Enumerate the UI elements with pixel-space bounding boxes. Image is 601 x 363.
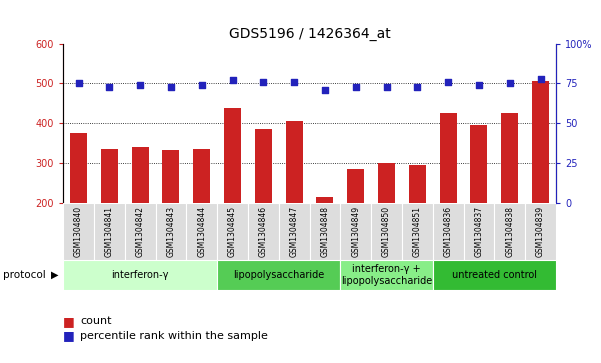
Point bbox=[474, 82, 484, 88]
Text: interferon-γ: interferon-γ bbox=[111, 270, 169, 280]
Bar bbox=[63, 260, 217, 290]
Bar bbox=[194, 150, 210, 203]
Bar bbox=[340, 203, 371, 260]
Bar bbox=[347, 168, 364, 203]
Text: GSM1304851: GSM1304851 bbox=[413, 206, 422, 257]
Text: GSM1304838: GSM1304838 bbox=[505, 206, 514, 257]
Point bbox=[135, 82, 145, 88]
Point bbox=[166, 84, 175, 90]
Text: percentile rank within the sample: percentile rank within the sample bbox=[80, 331, 268, 341]
Point bbox=[228, 77, 237, 83]
Point bbox=[412, 84, 422, 90]
Text: ■: ■ bbox=[63, 315, 75, 328]
Text: GSM1304839: GSM1304839 bbox=[536, 206, 545, 257]
Bar bbox=[70, 133, 87, 203]
Text: lipopolysaccharide: lipopolysaccharide bbox=[233, 270, 325, 280]
Text: untreated control: untreated control bbox=[452, 270, 537, 280]
Text: GSM1304848: GSM1304848 bbox=[320, 206, 329, 257]
Text: GSM1304837: GSM1304837 bbox=[474, 206, 483, 257]
Bar bbox=[94, 203, 125, 260]
Bar bbox=[101, 148, 118, 203]
Bar bbox=[132, 147, 148, 203]
Point bbox=[74, 81, 84, 86]
Point bbox=[351, 84, 361, 90]
Text: GSM1304836: GSM1304836 bbox=[444, 206, 453, 257]
Bar bbox=[310, 203, 340, 260]
Bar bbox=[217, 260, 340, 290]
Point bbox=[535, 76, 545, 82]
Bar bbox=[317, 197, 334, 203]
Text: GSM1304844: GSM1304844 bbox=[197, 206, 206, 257]
Bar bbox=[463, 203, 495, 260]
Bar bbox=[285, 121, 302, 203]
Bar bbox=[125, 203, 156, 260]
Bar bbox=[440, 113, 457, 203]
Bar bbox=[402, 203, 433, 260]
Text: GSM1304849: GSM1304849 bbox=[351, 206, 360, 257]
Bar bbox=[378, 163, 395, 203]
Text: GSM1304846: GSM1304846 bbox=[259, 206, 268, 257]
Point bbox=[505, 81, 514, 86]
Text: GSM1304845: GSM1304845 bbox=[228, 206, 237, 257]
Bar bbox=[433, 203, 463, 260]
Bar bbox=[371, 203, 402, 260]
Text: GSM1304850: GSM1304850 bbox=[382, 206, 391, 257]
Point bbox=[258, 79, 268, 85]
Text: ■: ■ bbox=[63, 329, 75, 342]
Text: GSM1304840: GSM1304840 bbox=[74, 206, 83, 257]
Bar bbox=[532, 82, 549, 203]
Bar bbox=[279, 203, 310, 260]
Point bbox=[197, 82, 207, 88]
Bar bbox=[162, 150, 179, 203]
Bar bbox=[501, 113, 518, 203]
Bar bbox=[525, 203, 556, 260]
Text: GSM1304843: GSM1304843 bbox=[166, 206, 175, 257]
Bar bbox=[156, 203, 186, 260]
Bar bbox=[248, 203, 279, 260]
Bar bbox=[217, 203, 248, 260]
Point bbox=[105, 84, 114, 90]
Bar bbox=[433, 260, 556, 290]
Bar bbox=[255, 130, 272, 203]
Point bbox=[320, 87, 330, 93]
Bar bbox=[186, 203, 217, 260]
Bar bbox=[340, 260, 433, 290]
Title: GDS5196 / 1426364_at: GDS5196 / 1426364_at bbox=[228, 27, 391, 41]
Point bbox=[289, 79, 299, 85]
Text: GSM1304841: GSM1304841 bbox=[105, 206, 114, 257]
Point bbox=[382, 84, 391, 90]
Text: GSM1304842: GSM1304842 bbox=[136, 206, 145, 257]
Bar bbox=[495, 203, 525, 260]
Bar bbox=[471, 125, 487, 203]
Text: ▶: ▶ bbox=[52, 270, 59, 280]
Text: interferon-γ +
lipopolysaccharide: interferon-γ + lipopolysaccharide bbox=[341, 264, 432, 286]
Text: GSM1304847: GSM1304847 bbox=[290, 206, 299, 257]
Bar bbox=[409, 166, 426, 203]
Bar bbox=[224, 108, 241, 203]
Text: protocol: protocol bbox=[3, 270, 46, 280]
Bar bbox=[63, 203, 94, 260]
Point bbox=[444, 79, 453, 85]
Text: count: count bbox=[80, 316, 111, 326]
